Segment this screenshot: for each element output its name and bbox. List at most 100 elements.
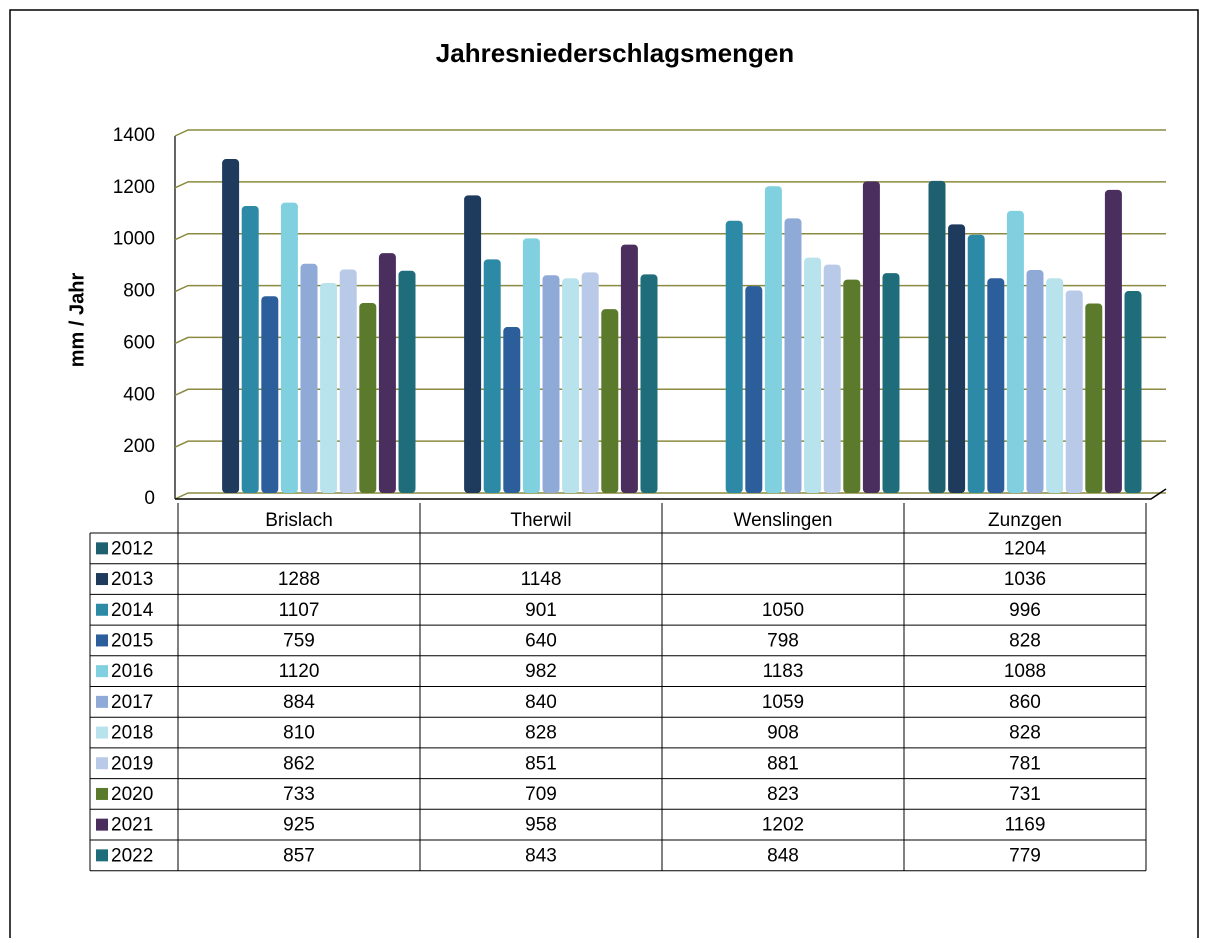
table-value: 759 [283,630,315,651]
table-value: 1288 [278,569,320,590]
table-value: 884 [283,692,315,713]
table-value: 1050 [762,600,804,621]
legend-swatch [96,757,108,770]
bar [948,224,966,493]
bar [581,272,599,493]
bar [1085,303,1103,493]
bar [882,273,900,493]
bar [804,257,822,493]
bar [261,296,279,493]
legend-swatch [96,573,108,586]
legend-label: 2022 [111,845,153,866]
legend-swatch [96,787,108,800]
y-axis-label: mm / Jahr [66,273,88,368]
bar [1065,290,1083,493]
table-value: 1169 [1005,815,1046,836]
table-value: 1107 [279,600,320,621]
bar [483,259,501,493]
table-value: 640 [525,630,557,651]
grid-line [174,129,1166,137]
legend-label: 2018 [111,723,153,744]
bar [987,278,1005,493]
table-value: 1036 [1004,569,1046,590]
table-value: 1183 [763,661,804,682]
bar [280,202,298,493]
bar [764,186,782,493]
table-value: 1204 [1004,538,1047,559]
table-value: 908 [767,723,799,744]
y-tick-label: 1000 [113,229,155,250]
bar [378,253,396,493]
table-value: 828 [1009,630,1041,651]
x-tick-label: Zunzgen [988,510,1062,531]
table-value: 1088 [1004,661,1046,682]
legend-label: 2012 [111,538,153,559]
bar [620,244,638,493]
table-value: 857 [283,845,315,866]
x-tick-label: Brislach [265,510,333,531]
table-value: 862 [283,753,315,774]
bar [862,181,880,494]
table-value: 851 [525,753,557,774]
table-value: 779 [1009,845,1041,866]
y-tick-label: 1200 [113,177,155,198]
bar [339,269,357,493]
frame [9,9,1199,938]
table-value: 781 [1009,753,1041,774]
x-tick-label: Wenslingen [734,510,833,531]
y-tick-label: 200 [123,436,155,457]
bar [1104,189,1122,493]
table-value: 881 [767,753,799,774]
bar [503,327,521,493]
bar [1006,210,1024,493]
bar [843,279,861,493]
legend-swatch [96,849,108,862]
table-value: 860 [1009,692,1041,713]
legend-label: 2019 [111,753,153,774]
table-value: 925 [283,815,315,836]
table-value: 1148 [521,569,562,590]
table-value: 823 [767,784,799,805]
table-value: 958 [525,815,557,836]
bar [241,205,259,494]
chart-title: Jahresniederschlagsmengen [436,38,794,68]
bar [725,220,743,493]
bar [928,180,946,493]
y-tick-label: 1400 [113,125,155,146]
bar [1124,291,1142,493]
legend-label: 2014 [111,600,154,621]
table-value: 843 [525,845,557,866]
bar [745,286,763,493]
table-value: 709 [525,784,557,805]
y-tick-label: 400 [123,384,155,405]
bar [784,218,802,493]
legend-swatch [96,542,108,555]
bar [1046,278,1064,493]
legend-label: 2017 [111,692,153,713]
legend-swatch [96,634,108,647]
table-value: 798 [767,630,799,651]
legend-label: 2015 [111,630,153,651]
legend-label: 2021 [111,815,153,836]
legend-swatch [96,603,108,616]
table-value: 828 [525,723,557,744]
table-value: 733 [283,784,315,805]
y-tick-label: 800 [123,281,155,302]
bar [359,302,377,493]
bar [300,263,318,493]
bar [562,278,580,493]
table-value: 996 [1009,600,1041,621]
bar [542,275,560,493]
bar [640,274,658,493]
bar [967,234,985,493]
legend-swatch [96,665,108,678]
table-value: 810 [283,723,315,744]
table-value: 848 [767,845,799,866]
table-value: 1202 [762,815,804,836]
table-value: 731 [1009,784,1041,805]
table-value: 828 [1009,723,1041,744]
table-value: 982 [525,661,557,682]
bar [601,309,619,493]
bar [222,159,240,494]
bar [823,264,841,493]
